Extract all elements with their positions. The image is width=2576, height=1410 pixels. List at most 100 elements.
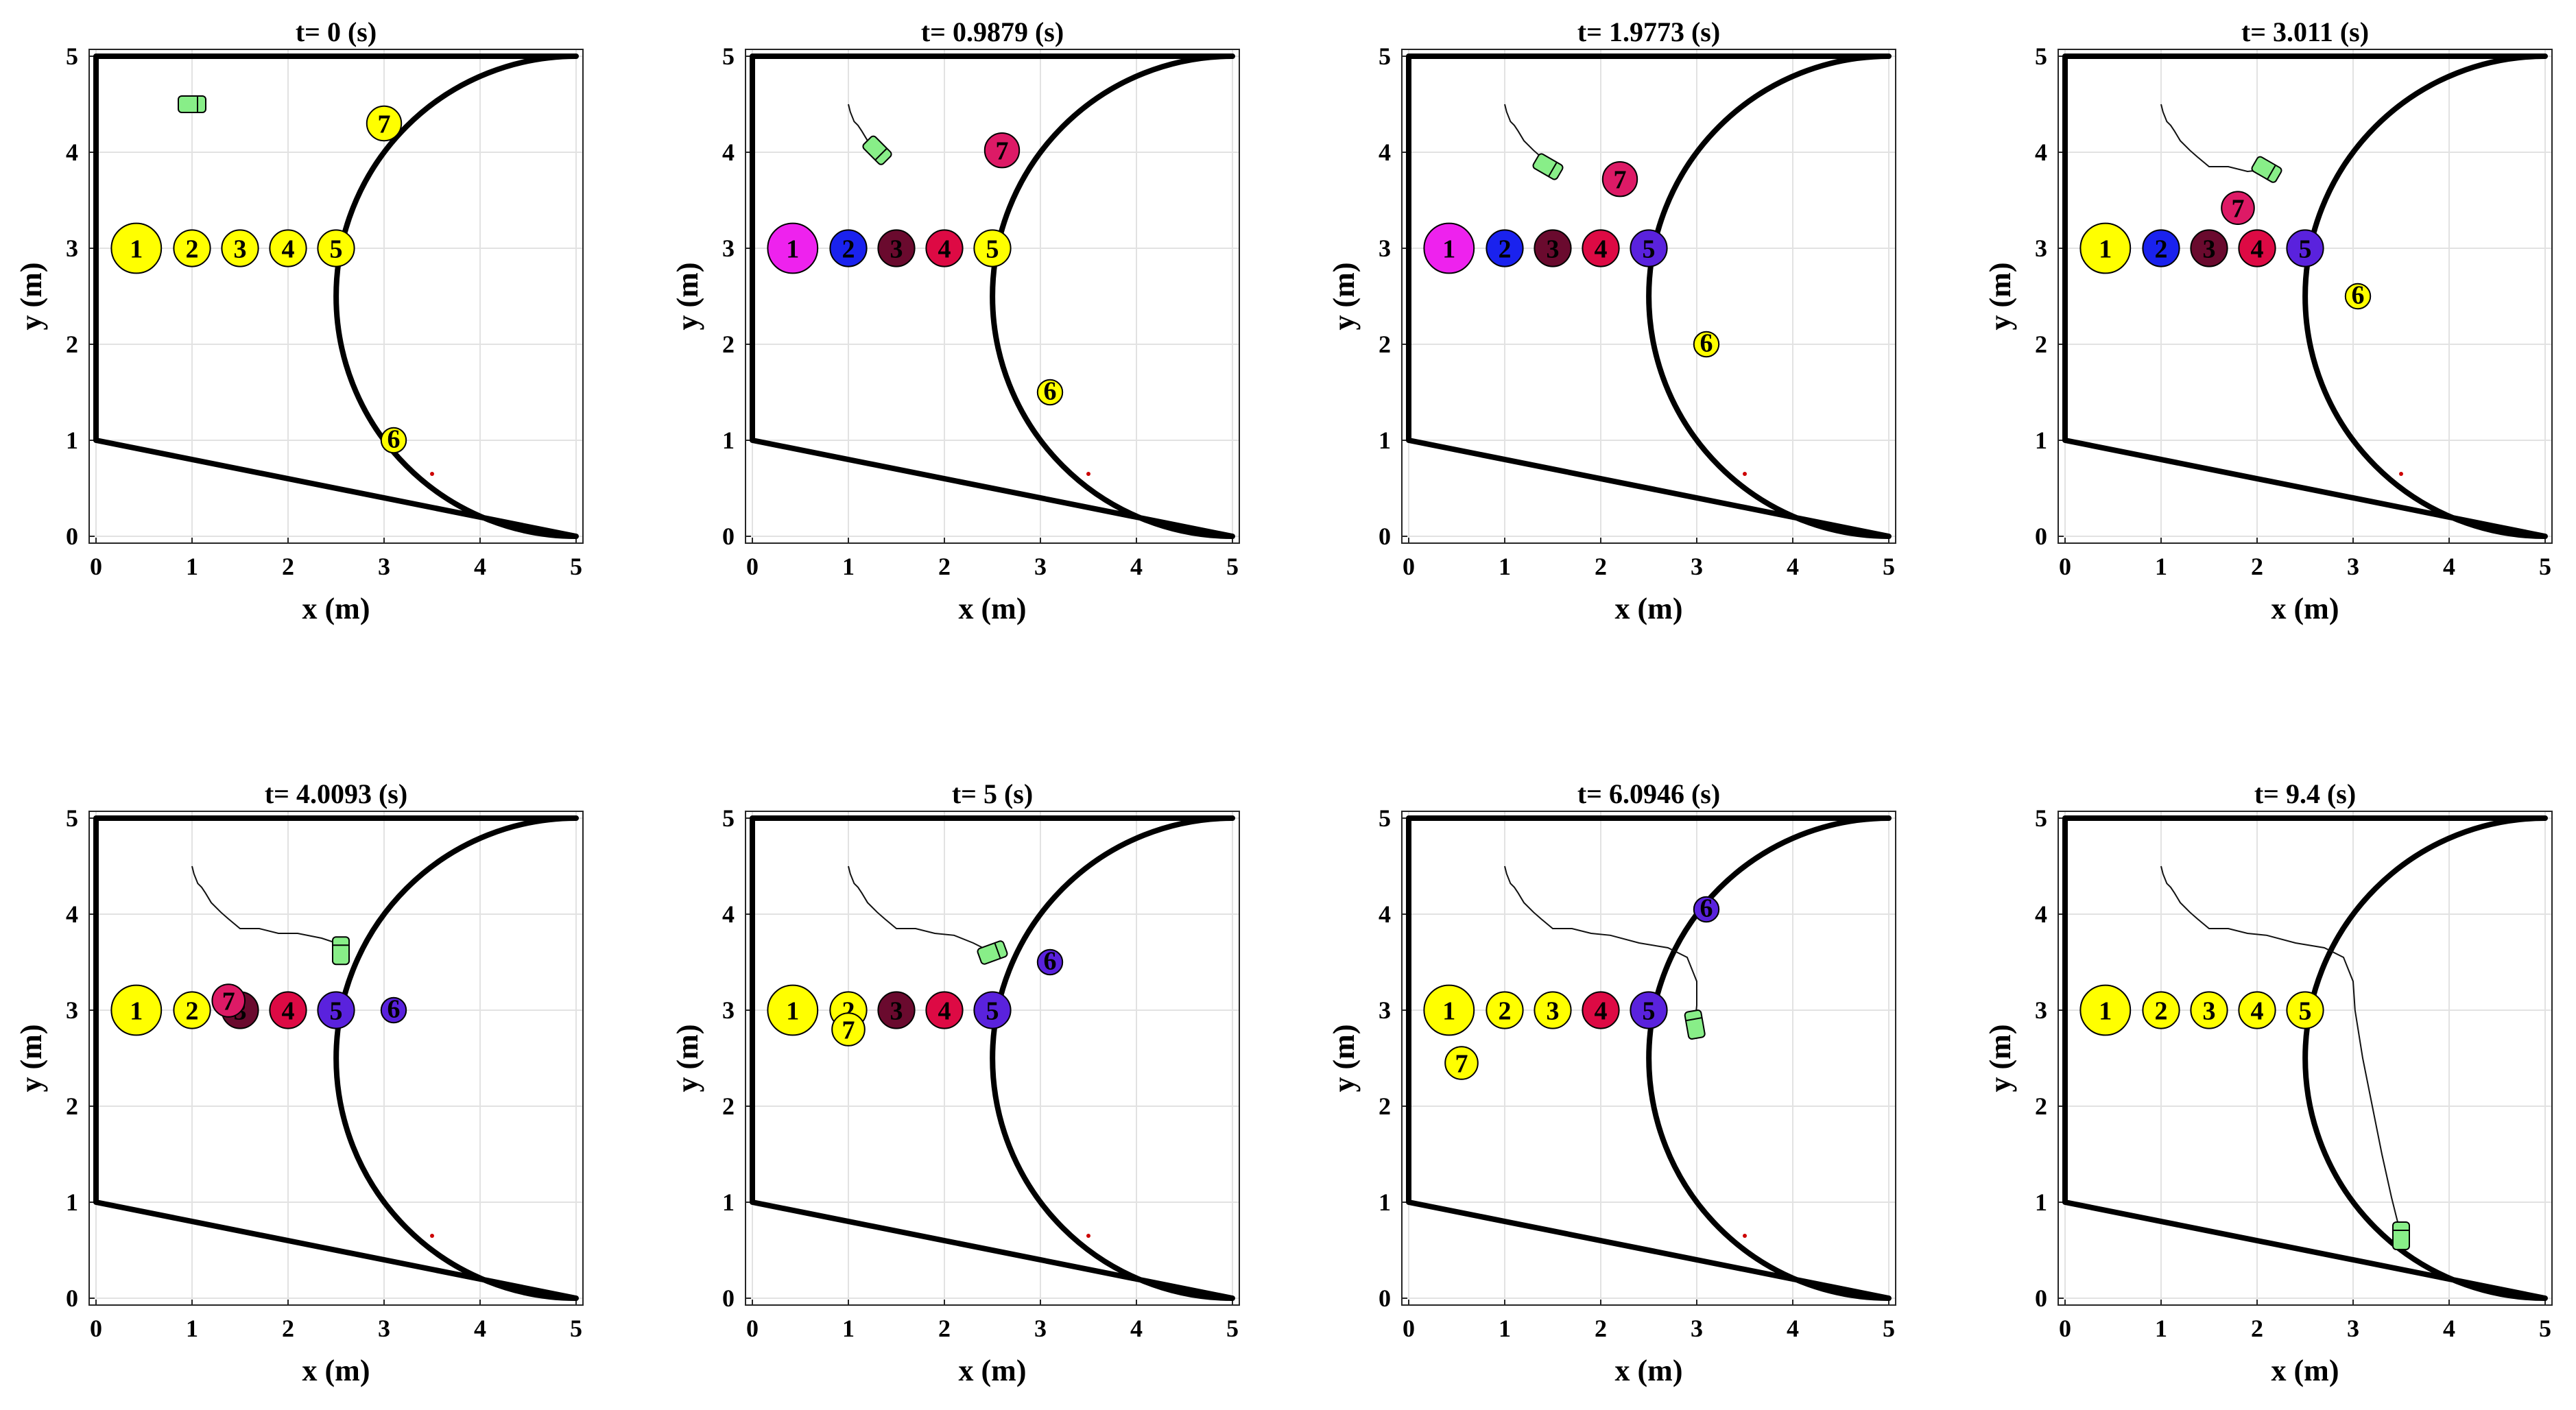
object-label: 6 [387,995,401,1024]
object-label: 4 [938,235,951,263]
object-4: 4 [269,991,307,1029]
x-tick-label: 4 [2443,1315,2455,1342]
object-label: 6 [1044,947,1057,976]
object-1: 1 [1423,222,1475,274]
object-4: 4 [1582,229,1620,267]
object-disk [973,991,1012,1029]
object-disk [173,229,211,267]
y-tick-label: 0 [66,1284,78,1312]
object-2: 2 [2142,991,2180,1029]
object-2: 2 [829,229,868,267]
object-disk [1486,229,1524,267]
object-disk [767,222,819,274]
object-disk [221,229,259,267]
object-disk [269,991,307,1029]
object-label: 5 [986,235,999,263]
object-7: 7 [1601,161,1638,198]
y-tick-label: 1 [722,1188,735,1216]
object-4: 4 [1582,991,1620,1029]
object-1: 1 [767,222,819,274]
x-tick-label: 2 [938,1315,951,1342]
object-1: 1 [110,222,163,274]
y-axis-label: y (m) [14,263,48,331]
object-6: 6 [380,995,407,1024]
object-disk [269,229,307,267]
robot-body [2251,156,2282,183]
x-tick-label: 3 [2347,553,2359,580]
y-axis-label: y (m) [1327,1025,1361,1092]
object-label: 3 [234,235,247,263]
object-disk [1693,331,1720,358]
object-7: 7 [211,983,246,1018]
y-tick-label: 5 [722,804,735,832]
y-tick-label: 4 [66,900,78,928]
x-tick-label: 4 [1787,553,1799,580]
arena-boundary [750,815,1235,1301]
x-axis-label: x (m) [1615,592,1683,625]
object-disk [211,983,246,1018]
subplot-3: 0 1 2 3 4 5 0 1 2 3 4 5 t= 1.9773 (s) x (m) y (m) 1 2 3 4 5… [1327,16,1896,625]
y-axis-label: y (m) [671,263,704,331]
object-label: 1 [1442,996,1455,1025]
robot-front-marker [1548,162,1558,177]
object-3: 3 [2190,229,2228,267]
object-label: 4 [1595,235,1608,263]
robot-body [178,95,206,113]
object-label: 5 [1643,996,1656,1025]
y-tick-label: 1 [2035,1188,2047,1216]
y-tick-label: 2 [722,331,735,358]
object-disk [173,991,211,1029]
x-tick-label: 0 [746,553,759,580]
object-label: 4 [2251,996,2264,1025]
object-disk [831,1012,866,1047]
y-tick-label: 4 [1379,900,1391,928]
y-tick-label: 2 [1379,1092,1391,1120]
y-axis-label: y (m) [1327,263,1361,331]
x-tick-label: 5 [2539,1315,2551,1342]
y-tick-label: 3 [1379,235,1391,262]
x-tick-label: 0 [2059,1315,2071,1342]
object-disk [110,984,163,1036]
object-label: 5 [986,996,999,1025]
object-label: 7 [842,1016,855,1044]
object-3: 3 [877,229,916,267]
object-4: 4 [2238,229,2276,267]
object-label: 4 [282,235,295,263]
object-label: 6 [2352,281,2365,310]
object-7: 7 [831,1012,866,1047]
x-tick-label: 0 [90,1315,102,1342]
chart-title: t= 0 (s) [296,16,377,47]
object-7: 7 [1444,1046,1479,1080]
chart-title: t= 3.011 (s) [2241,16,2369,47]
object-5: 5 [973,229,1012,267]
object-disk [1534,991,1572,1029]
x-tick-label: 4 [1787,1315,1799,1342]
object-disk [2286,229,2324,267]
object-disk [1601,161,1638,198]
y-tick-label: 4 [66,139,78,166]
x-tick-label: 0 [746,1315,759,1342]
object-6: 6 [2344,281,2372,310]
object-2: 2 [2142,229,2180,267]
y-tick-label: 0 [1379,523,1391,550]
y-tick-label: 5 [2035,804,2047,832]
x-tick-label: 5 [1883,1315,1895,1342]
object-5: 5 [2286,991,2324,1029]
object-disk [1423,222,1475,274]
robot-trajectory [848,865,993,953]
x-tick-label: 2 [2251,553,2263,580]
object-disk [380,996,407,1024]
y-axis-label: y (m) [1983,263,2017,331]
object-label: 5 [1643,235,1656,263]
object-label: 7 [1614,166,1627,195]
object-label: 1 [1442,235,1455,263]
object-label: 2 [842,235,855,263]
y-tick-label: 1 [66,427,78,454]
y-tick-label: 3 [1379,996,1391,1024]
object-2: 2 [173,991,211,1029]
y-tick-label: 0 [722,1284,735,1312]
object-1: 1 [110,984,163,1036]
x-tick-label: 5 [1226,1315,1239,1342]
y-axis-label: y (m) [14,1025,48,1092]
